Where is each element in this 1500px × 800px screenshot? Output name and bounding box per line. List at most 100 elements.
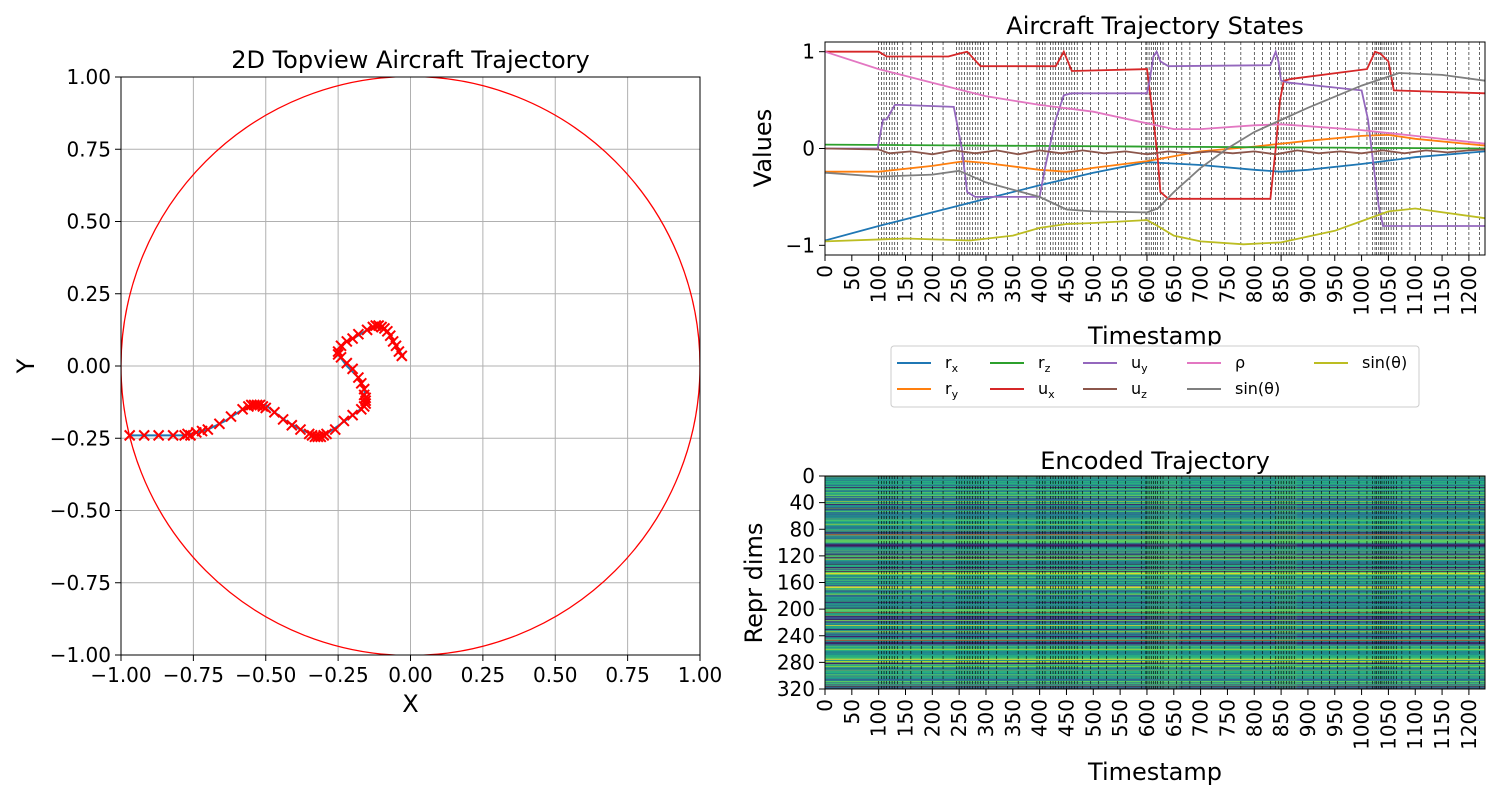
x-tick-label: 950 (1323, 265, 1347, 303)
heatmap-row (825, 555, 1485, 557)
heatmap-row (825, 659, 1485, 661)
heatmap-row (825, 489, 1485, 491)
heatmap-row (825, 511, 1485, 513)
heatmap-row (825, 665, 1485, 667)
heatmap-row (825, 609, 1485, 611)
heatmap-row (825, 643, 1485, 645)
heatmap-row (825, 486, 1485, 488)
heatmap-row (825, 597, 1485, 599)
heatmap-row (825, 657, 1485, 659)
heatmap-row (825, 593, 1485, 595)
heatmap-row (825, 637, 1485, 639)
x-tick-label: 950 (1323, 699, 1347, 737)
heatmap-row (825, 628, 1485, 630)
heatmap-row (825, 667, 1485, 669)
series-line (825, 207, 1485, 246)
heatmap-row (825, 539, 1485, 541)
heatmap-row (825, 639, 1485, 641)
x-tick-label: 850 (1269, 265, 1293, 303)
heatmap-row (825, 513, 1485, 515)
trajectory-marker (257, 400, 269, 413)
heatmap-row (825, 599, 1485, 601)
heatmap-row (825, 529, 1485, 531)
heatmap-row (825, 544, 1485, 546)
heatmap-row (825, 545, 1485, 547)
heatmap-row (825, 655, 1485, 657)
heatmap-row (825, 491, 1485, 493)
heatmap-row (825, 549, 1485, 551)
heatmap-row (825, 608, 1485, 610)
heatmap-row (825, 505, 1485, 507)
x-tick-label: 250 (947, 699, 971, 737)
heatmap-row (825, 509, 1485, 511)
heatmap-row (825, 587, 1485, 589)
trajectory-marker (260, 402, 272, 414)
x-tick-label: −0.75 (163, 663, 224, 687)
heatmap-row (825, 519, 1485, 521)
heatmap-row (825, 534, 1485, 536)
heatmap-row (825, 635, 1485, 637)
heatmap-row (825, 535, 1485, 537)
trajectory-markers (123, 319, 408, 443)
series-line (825, 50, 1485, 145)
heatmap-row (825, 549, 1485, 551)
heatmap-row (825, 480, 1485, 482)
heatmap-row (825, 607, 1485, 609)
x-tick-label: 750 (1215, 265, 1239, 303)
x-tick-label: 550 (1108, 265, 1132, 303)
x-tick-label: 350 (1001, 265, 1025, 303)
heatmap-row (825, 485, 1485, 487)
heatmap-row (825, 661, 1485, 663)
heatmap-row (825, 679, 1485, 681)
heatmap-row (825, 487, 1485, 489)
heatmap-row (825, 617, 1485, 619)
heatmap-row (825, 669, 1485, 671)
heatmap-row (825, 667, 1485, 668)
y-tick-label: 200 (777, 597, 815, 621)
x-tick-label: 500 (1081, 699, 1105, 737)
trajectory-marker (358, 383, 370, 395)
heatmap-row (825, 563, 1485, 565)
heatmap-row (825, 665, 1485, 667)
x-tick-label: 200 (920, 265, 944, 303)
heatmap-row (825, 635, 1485, 637)
heatmap-row (825, 564, 1485, 566)
legend-label: sin(θ) (1235, 379, 1280, 398)
x-tick-label: 1100 (1403, 699, 1427, 750)
encoded-panel: 0 50 100 150 200 250 300 350 400 450 500 550 600 650 7… (740, 447, 1486, 786)
heatmap-row (825, 673, 1485, 675)
x-tick-label: 450 (1054, 265, 1078, 303)
heatmap-row (825, 495, 1485, 497)
y-tick-label: −0.50 (50, 499, 111, 523)
heatmap-row (825, 490, 1485, 492)
heatmap-row (825, 568, 1485, 570)
series-line (825, 150, 1485, 242)
trajectory-marker (352, 371, 365, 384)
y-tick-label: 160 (777, 571, 815, 595)
heatmap-row (825, 619, 1485, 621)
x-tick-label: 850 (1269, 699, 1293, 737)
x-tick-label: 600 (1135, 699, 1159, 737)
heatmap-row (825, 532, 1485, 534)
heatmap-row (825, 603, 1485, 605)
heatmap-row (825, 685, 1485, 687)
heatmap-row (825, 492, 1485, 494)
heatmap-row (825, 537, 1485, 539)
heatmap-row (825, 630, 1485, 632)
y-tick-label: 0.25 (66, 282, 111, 306)
heatmap-row (825, 598, 1485, 600)
heatmap-row (825, 533, 1485, 535)
heatmap-row (825, 672, 1485, 674)
trajectory-marker (152, 429, 165, 442)
states-panel: 0 50 100 150 200 250 300 350 400 450 500 550 600 650 7… (749, 12, 1486, 408)
heatmap-row (825, 654, 1485, 656)
encoded-heatmap (825, 476, 1485, 689)
heatmap-row (825, 681, 1485, 682)
heatmap-row (825, 604, 1485, 606)
heatmap-row (825, 493, 1485, 495)
heatmap-row (825, 519, 1485, 521)
heatmap-row (825, 687, 1485, 689)
heatmap-row (825, 685, 1485, 686)
x-tick-label: 700 (1189, 699, 1213, 737)
heatmap-row (825, 626, 1485, 628)
